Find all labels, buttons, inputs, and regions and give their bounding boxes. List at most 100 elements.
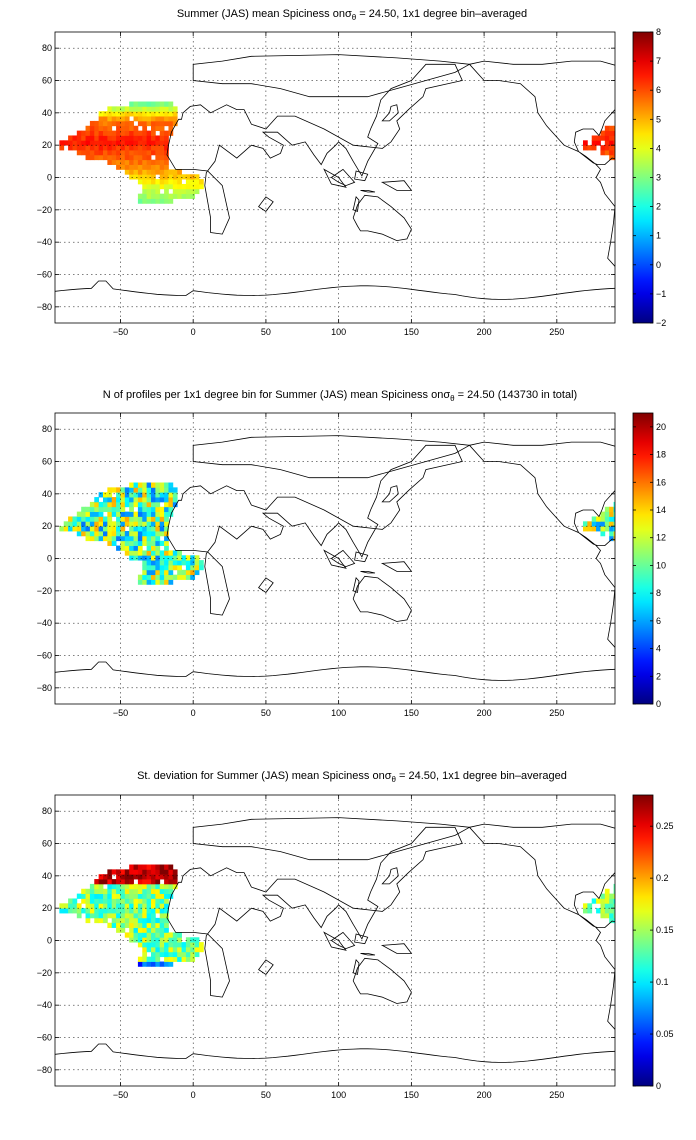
- heatmap-cell: [137, 574, 143, 580]
- heatmap-cell: [133, 154, 139, 161]
- y-tick-label: 80: [42, 806, 52, 816]
- heatmap-cell: [151, 888, 156, 895]
- heatmap-cell: [94, 145, 100, 151]
- heatmap-cell: [76, 516, 82, 522]
- heatmap-cell: [120, 903, 126, 909]
- heatmap-cell: [81, 511, 86, 517]
- heatmap-cell: [194, 183, 200, 190]
- heatmap-cell: [151, 951, 156, 958]
- heatmap-cell: [155, 198, 161, 204]
- colorbar-gradient: [632, 794, 654, 1087]
- heatmap-cell: [177, 951, 182, 958]
- colorbar-tick-label: 0.1: [656, 977, 669, 987]
- heatmap-cell: [142, 482, 148, 488]
- heatmap-cell: [137, 198, 143, 204]
- heatmap-cell: [146, 869, 152, 875]
- heatmap-cell: [116, 883, 121, 890]
- heatmap-cell: [604, 903, 610, 909]
- heatmap-cell: [155, 116, 161, 122]
- heatmap-cell: [168, 169, 174, 175]
- heatmap-cell: [68, 898, 73, 904]
- heatmap-cell: [168, 174, 174, 180]
- heatmap-cell: [133, 125, 139, 132]
- heatmap-cell: [164, 193, 169, 199]
- heatmap-cell: [168, 179, 174, 185]
- heatmap-cell: [168, 560, 174, 566]
- heatmap-cell: [151, 130, 156, 136]
- heatmap-cell: [129, 169, 134, 175]
- heatmap-cell: [609, 506, 614, 513]
- heatmap-cell: [151, 159, 156, 165]
- y-tick-label: −20: [37, 586, 52, 596]
- heatmap-cell: [98, 145, 104, 151]
- heatmap-cell: [159, 564, 165, 571]
- heatmap-cell: [146, 106, 152, 112]
- heatmap-cell: [613, 150, 615, 156]
- heatmap-cell: [159, 150, 165, 156]
- heatmap-cell: [72, 903, 78, 909]
- heatmap-cell: [137, 120, 143, 127]
- heatmap-cell: [159, 932, 165, 938]
- colorbar-gradient: [632, 412, 654, 705]
- heatmap-cell: [146, 888, 152, 895]
- heatmap-cell: [103, 135, 108, 141]
- heatmap-cell: [81, 130, 86, 136]
- heatmap-cell: [103, 874, 108, 880]
- heatmap-cell: [89, 120, 95, 127]
- heatmap-cell: [587, 521, 593, 527]
- heatmap-cell: [133, 883, 139, 890]
- heatmap-cell: [190, 188, 196, 195]
- heatmap-cell: [124, 879, 130, 885]
- colorbar: 8 7 6 5 4 3 2 1 0 −1 −2: [632, 27, 666, 328]
- heatmap-cell: [120, 150, 126, 156]
- heatmap-cell: [103, 111, 108, 117]
- heatmap-cell: [164, 545, 169, 551]
- heatmap-cell: [133, 145, 139, 151]
- heatmap-cell: [124, 111, 130, 117]
- heatmap-cell: [116, 511, 121, 517]
- heatmap-cell: [155, 927, 161, 933]
- heatmap-cell: [164, 942, 169, 948]
- heatmap-cell: [146, 120, 152, 127]
- heatmap-cell: [142, 579, 148, 585]
- heatmap-cell: [146, 531, 152, 537]
- heatmap-cell: [103, 120, 108, 127]
- heatmap-cell: [129, 125, 134, 132]
- heatmap-cell: [159, 922, 165, 928]
- heatmap-cell: [129, 159, 134, 165]
- heatmap-cell: [98, 874, 104, 880]
- heatmap-cell: [164, 516, 169, 522]
- heatmap-cell: [68, 521, 73, 527]
- heatmap-cell: [124, 903, 130, 909]
- y-tick-label: 0: [47, 554, 52, 564]
- heatmap-cell: [81, 908, 86, 914]
- heatmap-cell: [164, 106, 169, 112]
- heatmap-cell: [155, 487, 161, 493]
- heatmap-cell: [111, 883, 117, 890]
- heatmap-cell: [168, 183, 174, 190]
- heatmap-cell: [155, 164, 161, 170]
- heatmap-cell: [142, 903, 148, 909]
- heatmap-cell: [124, 874, 130, 880]
- heatmap-cell: [107, 497, 113, 503]
- heatmap-cell: [98, 908, 104, 914]
- heatmap-cell: [164, 951, 169, 958]
- heatmap-cell: [583, 903, 588, 909]
- heatmap-cell: [177, 560, 182, 566]
- heatmap-cell: [168, 555, 174, 561]
- heatmap-cell: [155, 569, 161, 576]
- heatmap-cell: [151, 125, 156, 132]
- heatmap-cell: [164, 482, 169, 488]
- heatmap-cell: [155, 120, 161, 127]
- heatmap-cell: [129, 917, 134, 924]
- heatmap-cell: [116, 125, 121, 132]
- heatmap-cell: [120, 540, 126, 546]
- heatmap-cell: [146, 937, 152, 943]
- heatmap-cell: [129, 174, 134, 180]
- heatmap-cell: [98, 521, 104, 527]
- heatmap-cell: [59, 145, 65, 151]
- heatmap-cell: [146, 574, 152, 580]
- heatmap-cell: [137, 179, 143, 185]
- heatmap-cell: [151, 579, 156, 585]
- heatmap-cell: [120, 116, 126, 122]
